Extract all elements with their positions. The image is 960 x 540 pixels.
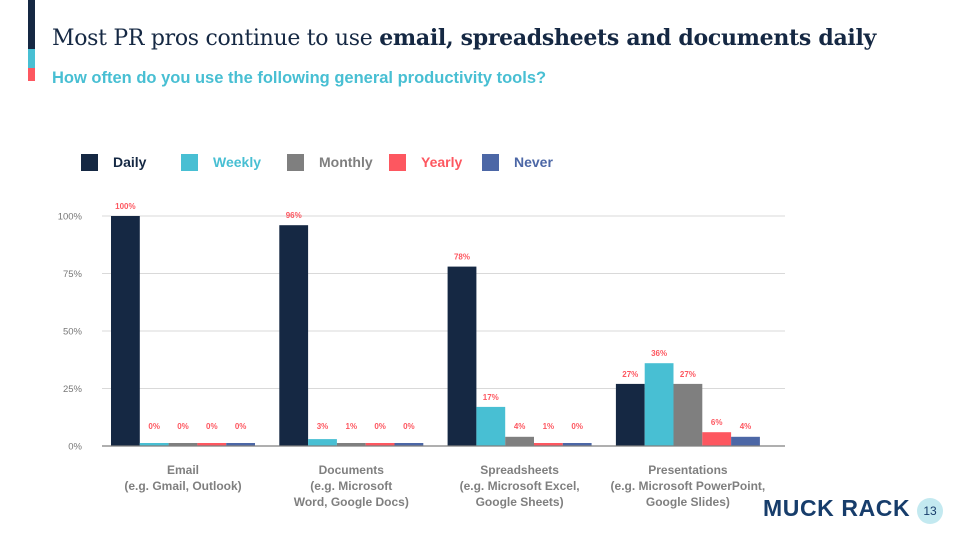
data-label: 4%: [514, 422, 526, 431]
data-label: 78%: [454, 253, 470, 262]
category-label: Documents: [319, 463, 385, 477]
bar-daily: [615, 383, 645, 446]
bar-yearly: [702, 432, 732, 446]
legend-item-never: Never: [482, 152, 553, 172]
category-label: Word, Google Docs): [294, 495, 409, 509]
data-label: 6%: [711, 418, 723, 427]
bar-weekly: [308, 439, 337, 446]
bar-never: [226, 443, 255, 446]
bar-daily: [279, 225, 309, 446]
data-label: 4%: [740, 422, 752, 431]
category-label: (e.g. Gmail, Outlook): [124, 479, 241, 493]
muck-rack-logo: MUCK RACK: [763, 495, 911, 521]
bar-monthly: [673, 383, 703, 446]
bar-yearly: [534, 443, 563, 446]
accent-bar-red: [28, 68, 35, 81]
data-label: 1%: [346, 422, 358, 431]
bar-monthly: [505, 436, 534, 446]
data-label: 27%: [622, 370, 638, 379]
legend-item-daily: Daily: [81, 152, 146, 172]
legend-swatch: [287, 153, 304, 171]
accent-bar-navy: [28, 0, 35, 49]
y-tick-label: 0%: [68, 442, 82, 453]
legend-label: Yearly: [421, 154, 463, 170]
page-number-badge: 13: [917, 498, 943, 524]
page-subtitle: How often do you use the following gener…: [52, 69, 547, 87]
category-label: Google Slides): [646, 495, 730, 509]
legend-item-monthly: Monthly: [287, 152, 373, 172]
category-label: (e.g. Microsoft: [310, 479, 392, 493]
legend-item-yearly: Yearly: [389, 152, 462, 172]
data-label: 96%: [286, 211, 302, 220]
y-tick-label: 25%: [63, 384, 83, 395]
y-tick-label: 100%: [58, 212, 83, 223]
legend-label: Daily: [113, 154, 147, 170]
data-label: 0%: [374, 422, 386, 431]
data-label: 17%: [483, 393, 499, 402]
bar-weekly: [139, 443, 169, 446]
bar-never: [394, 443, 424, 446]
legend-swatch: [389, 153, 406, 171]
category-label: Presentations: [648, 463, 728, 477]
bar-daily: [111, 216, 140, 446]
data-label: 36%: [651, 349, 667, 358]
legend-label: Monthly: [319, 154, 373, 170]
title-regular: Most PR pros continue to use: [52, 26, 380, 51]
bar-yearly: [197, 443, 227, 446]
legend-label: Never: [514, 154, 553, 170]
data-label: 3%: [317, 422, 329, 431]
legend-swatch: [181, 153, 198, 171]
data-label: 0%: [571, 422, 583, 431]
data-label: 1%: [543, 422, 555, 431]
legend-swatch: [482, 153, 499, 171]
data-label: 0%: [403, 422, 415, 431]
category-label: (e.g. Microsoft Excel,: [460, 479, 580, 493]
legend-swatch: [81, 153, 98, 171]
category-label: (e.g. Microsoft PowerPoint,: [611, 479, 766, 493]
legend-label: Weekly: [213, 154, 261, 170]
bar-weekly: [476, 406, 506, 446]
page-title: Most PR pros continue to use email, spre…: [52, 25, 876, 51]
bar-daily: [447, 266, 477, 446]
category-label: Email: [167, 463, 199, 477]
legend-item-weekly: Weekly: [181, 152, 261, 172]
bar-yearly: [365, 443, 395, 446]
bar-never: [731, 436, 760, 446]
category-label: Spreadsheets: [480, 463, 559, 477]
data-label: 0%: [148, 422, 160, 431]
bar-never: [562, 443, 592, 446]
data-label: 27%: [680, 370, 696, 379]
bar-weekly: [644, 363, 674, 446]
category-label: Google Sheets): [476, 495, 564, 509]
accent-bar-teal: [28, 49, 35, 68]
bar-monthly: [168, 443, 198, 446]
data-label: 0%: [235, 422, 247, 431]
y-tick-label: 50%: [63, 327, 83, 338]
bar-monthly: [336, 443, 366, 446]
data-label: 0%: [206, 422, 218, 431]
title-bold: email, spreadsheets and documents daily: [379, 25, 876, 51]
y-tick-label: 75%: [63, 269, 83, 280]
data-label: 0%: [177, 422, 189, 431]
data-label: 100%: [115, 202, 135, 211]
